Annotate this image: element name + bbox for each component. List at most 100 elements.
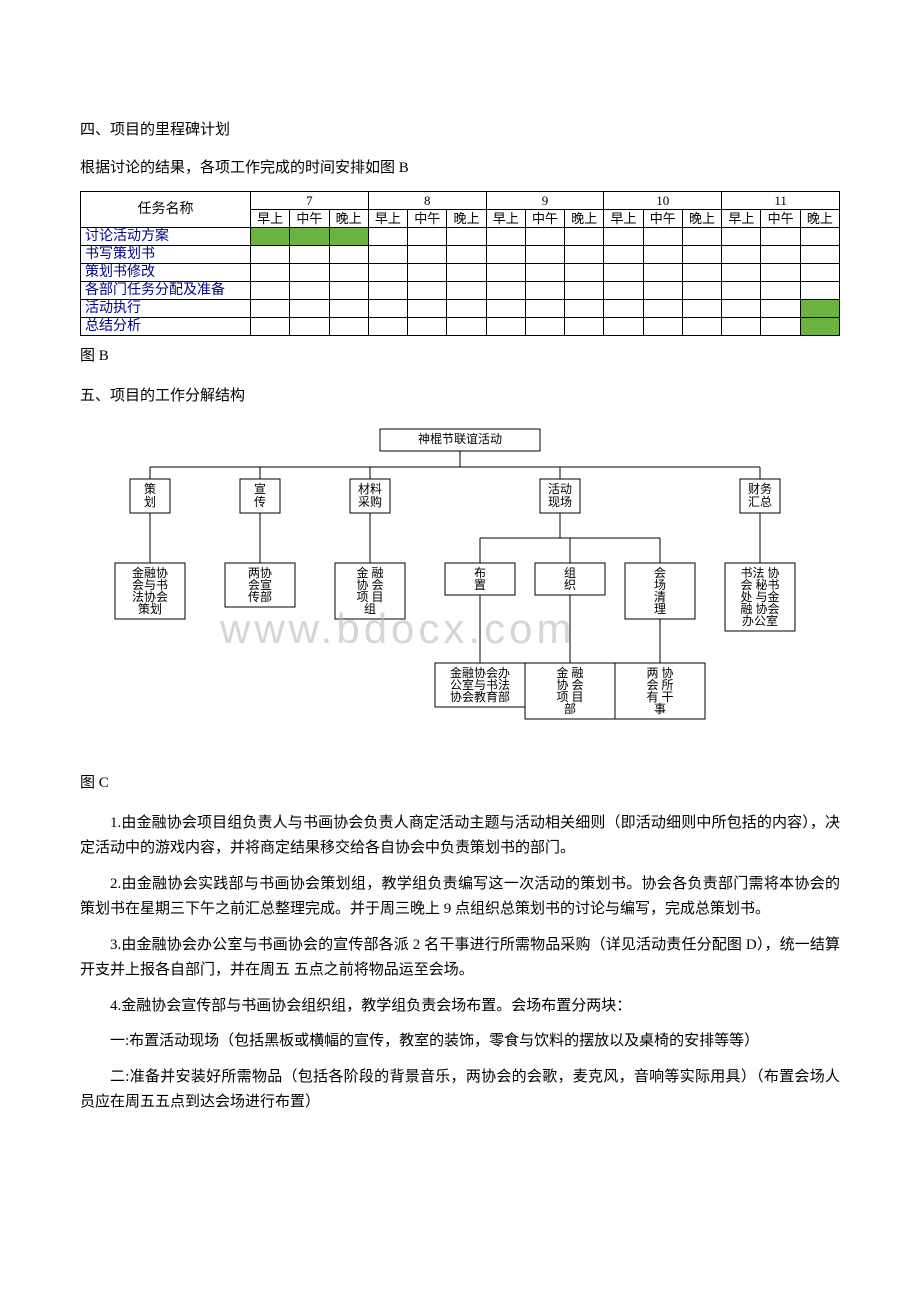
gantt-slot: 早上 [368,210,407,228]
gantt-cell [408,318,447,336]
gantt-cell [290,300,329,318]
svg-text:财务: 财务 [748,481,772,496]
gantt-slot: 晚上 [682,210,721,228]
gantt-cell [368,246,407,264]
gantt-cell [761,282,800,300]
gantt-cell [604,318,643,336]
gantt-cell [761,264,800,282]
gantt-cell [525,228,564,246]
svg-text:理: 理 [654,602,666,616]
gantt-cell [800,228,839,246]
gantt-cell [800,318,839,336]
gantt-cell [800,246,839,264]
gantt-row-name: 各部门任务分配及准备 [81,282,251,300]
gantt-cell [486,300,525,318]
gantt-cell [329,282,368,300]
gantt-cell [447,318,486,336]
svg-text:策: 策 [144,482,156,496]
gantt-cell [643,300,682,318]
gantt-slot: 中午 [408,210,447,228]
gantt-cell [486,246,525,264]
gantt-cell [565,318,604,336]
gantt-cell [251,300,290,318]
gantt-cell [800,282,839,300]
gantt-row-name: 总结分析 [81,318,251,336]
gantt-cell [643,264,682,282]
gantt-cell [408,228,447,246]
gantt-cell [447,300,486,318]
gantt-slot: 中午 [761,210,800,228]
gantt-cell [447,264,486,282]
svg-text:采购: 采购 [358,494,382,509]
gantt-day: 7 [251,192,369,210]
gantt-slot: 早上 [722,210,761,228]
gantt-cell [565,282,604,300]
gantt-cell [368,318,407,336]
gantt-cell [408,300,447,318]
gantt-cell [722,228,761,246]
gantt-cell [565,300,604,318]
gantt-cell [604,282,643,300]
gantt-row-name: 书写策划书 [81,246,251,264]
wbs-diagram: 神棍节联谊活动策划宣传材料采购活动现场财务汇总金融协会与书法协会策划两协会宣传部… [80,423,840,763]
svg-text:神棍节联谊活动: 神棍节联谊活动 [418,431,502,446]
paragraph-4: 4.金融协会宣传部与书画协会组织组，教学组负责会场布置。会场布置分两块： [80,994,840,1020]
paragraph-4a: 一:布置活动现场（包括黑板或横幅的宣传，教室的装饰，零食与饮料的摆放以及桌椅的安… [80,1029,840,1055]
gantt-cell [761,228,800,246]
gantt-day: 10 [604,192,722,210]
paragraph-1: 1.由金融协会项目组负责人与书画协会负责人商定活动主题与活动相关细则（即活动细则… [80,811,840,862]
gantt-cell [486,228,525,246]
svg-text:办公室: 办公室 [742,613,778,628]
gantt-cell [251,228,290,246]
section5-title: 五、项目的工作分解结构 [80,384,840,410]
gantt-cell [329,264,368,282]
gantt-cell [329,228,368,246]
gantt-cell [761,318,800,336]
gantt-cell [604,264,643,282]
svg-text:活动: 活动 [548,482,572,496]
gantt-cell [251,264,290,282]
gantt-cell [722,300,761,318]
gantt-slot: 中午 [290,210,329,228]
svg-text:事: 事 [654,702,666,716]
gantt-cell [682,264,721,282]
gantt-cell [447,228,486,246]
gantt-cell [368,300,407,318]
gantt-cell [290,246,329,264]
gantt-cell [525,264,564,282]
gantt-cell [408,246,447,264]
gantt-cell [251,246,290,264]
gantt-cell [643,246,682,264]
gantt-cell [722,264,761,282]
gantt-task-header: 任务名称 [81,192,251,228]
gantt-cell [643,318,682,336]
gantt-cell [565,228,604,246]
svg-text:宣: 宣 [254,481,266,496]
gantt-slot: 晚上 [800,210,839,228]
paragraph-4b: 二:准备并安装好所需物品（包括各阶段的背景音乐，两协会的会歌，麦克风，音响等实际… [80,1065,840,1116]
svg-text:置: 置 [474,578,486,592]
gantt-cell [486,318,525,336]
svg-text:汇总: 汇总 [748,495,772,509]
gantt-cell [447,282,486,300]
gantt-cell [525,300,564,318]
gantt-chart: 任务名称7891011早上中午晚上早上中午晚上早上中午晚上早上中午晚上早上中午晚… [80,191,840,336]
svg-text:协会教育部: 协会教育部 [450,689,510,704]
gantt-slot: 早上 [486,210,525,228]
svg-text:传部: 传部 [248,589,272,604]
gantt-day: 11 [722,192,840,210]
section4-intro: 根据讨论的结果，各项工作完成的时间安排如图 B [80,156,840,182]
wbs-caption: 图 C [80,771,840,797]
gantt-row-name: 讨论活动方案 [81,228,251,246]
gantt-cell [329,318,368,336]
gantt-cell [682,246,721,264]
gantt-cell [604,300,643,318]
svg-text:织: 织 [564,578,576,592]
gantt-day: 9 [486,192,604,210]
gantt-cell [643,228,682,246]
gantt-cell [604,246,643,264]
gantt-cell [604,228,643,246]
gantt-cell [565,264,604,282]
gantt-cell [643,282,682,300]
paragraph-3: 3.由金融协会办公室与书画协会的宣传部各派 2 名干事进行所需物品采购（详见活动… [80,933,840,984]
